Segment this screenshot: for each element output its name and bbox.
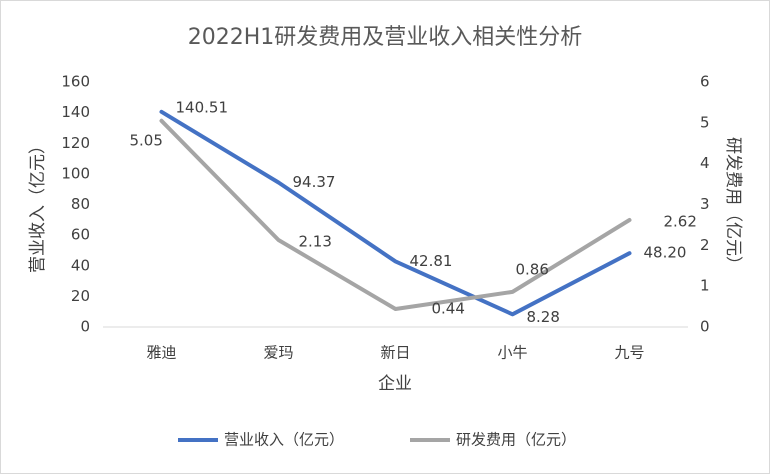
y2-tick-label: 1 [700, 277, 710, 295]
y-tick-label: 100 [61, 164, 90, 182]
y-tick-label: 140 [61, 103, 90, 121]
data-label: 8.28 [527, 308, 560, 326]
data-label: 0.44 [432, 300, 465, 318]
y2-tick-label: 4 [700, 154, 710, 172]
y-tick-label: 160 [61, 73, 90, 91]
chart-title: 2022H1研发费用及营业收入相关性分析 [188, 25, 583, 50]
y2-tick-label: 2 [700, 236, 710, 254]
y-tick-label: 40 [71, 256, 90, 274]
y-axis-title: 营业收入（亿元） [28, 137, 48, 273]
data-label: 5.05 [130, 131, 163, 149]
y2-tick-label: 5 [700, 113, 710, 131]
y-tick-label: 0 [80, 318, 90, 336]
legend-label: 营业收入（亿元） [224, 431, 344, 449]
x-axis-title: 企业 [378, 374, 412, 394]
data-label: 2.13 [299, 233, 332, 251]
data-label: 140.51 [176, 98, 229, 116]
y2-tick-label: 6 [700, 73, 710, 91]
x-tick-label: 九号 [614, 344, 644, 362]
y-tick-label: 20 [71, 287, 90, 305]
data-label: 94.37 [293, 173, 336, 191]
y-tick-label: 60 [71, 226, 90, 244]
x-tick-label: 雅迪 [146, 344, 176, 362]
data-label: 2.62 [664, 213, 697, 231]
y2-axis-title: 研发费用（亿元） [723, 137, 743, 273]
y2-tick-label: 3 [700, 195, 710, 213]
x-tick-label: 新日 [380, 344, 410, 362]
y-tick-label: 120 [61, 134, 90, 152]
y-tick-label: 80 [71, 195, 90, 213]
x-tick-label: 爱玛 [263, 344, 293, 362]
data-label: 0.86 [516, 260, 549, 278]
y2-tick-label: 0 [700, 318, 710, 336]
legend-label: 研发费用（亿元） [456, 431, 576, 449]
data-label: 48.20 [644, 244, 687, 262]
data-label: 42.81 [410, 252, 453, 270]
series-line [159, 118, 632, 312]
x-tick-label: 小牛 [497, 344, 527, 362]
series-line [159, 109, 632, 317]
